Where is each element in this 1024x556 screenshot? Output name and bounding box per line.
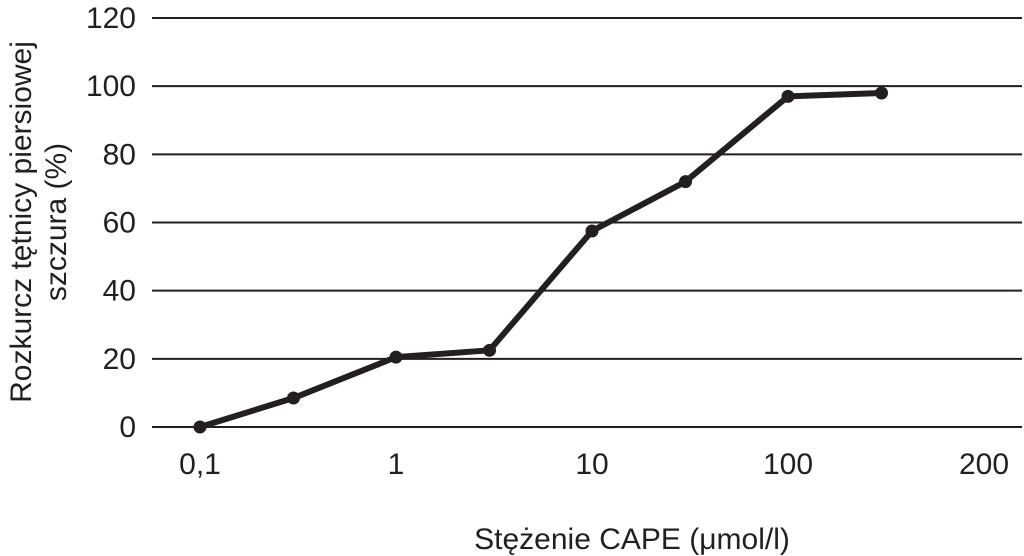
y-tick-label: 80	[103, 138, 136, 171]
y-tick-label: 20	[103, 343, 136, 376]
x-tick-label: 100	[763, 448, 813, 481]
y-tick-label: 100	[86, 70, 136, 103]
y-tick-label: 120	[86, 2, 136, 35]
x-axis-label: Stężenie CAPE (μmol/l)	[474, 523, 790, 556]
y-tick-label: 0	[119, 411, 136, 444]
y-axis-label-line-2: szczura (%)	[40, 143, 73, 301]
y-tick-label: 60	[103, 207, 136, 240]
data-point	[585, 224, 599, 238]
data-point	[679, 175, 693, 189]
series-group	[193, 86, 889, 434]
y-gridlines	[152, 17, 1022, 428]
y-tick-label: 40	[103, 275, 136, 308]
data-point	[193, 420, 207, 434]
data-point	[287, 391, 301, 405]
x-tick-label: 0,1	[179, 448, 221, 481]
data-point	[781, 89, 795, 103]
y-axis-label: Rozkurcz tętnicy piersiowej szczura (%)	[5, 41, 73, 403]
x-tick-label: 200	[959, 448, 1009, 481]
x-axis-tick-labels: 0,1 1 10 100 200	[179, 448, 1009, 481]
data-point	[875, 86, 889, 100]
data-point	[389, 350, 403, 364]
x-tick-label: 1	[388, 448, 405, 481]
y-axis-label-line-1: Rozkurcz tętnicy piersiowej	[5, 41, 38, 403]
series-line	[197, 89, 885, 430]
y-axis-tick-labels: 0 20 40 60 80 100 120	[86, 2, 136, 444]
data-point	[483, 343, 497, 357]
x-tick-label: 10	[575, 448, 608, 481]
